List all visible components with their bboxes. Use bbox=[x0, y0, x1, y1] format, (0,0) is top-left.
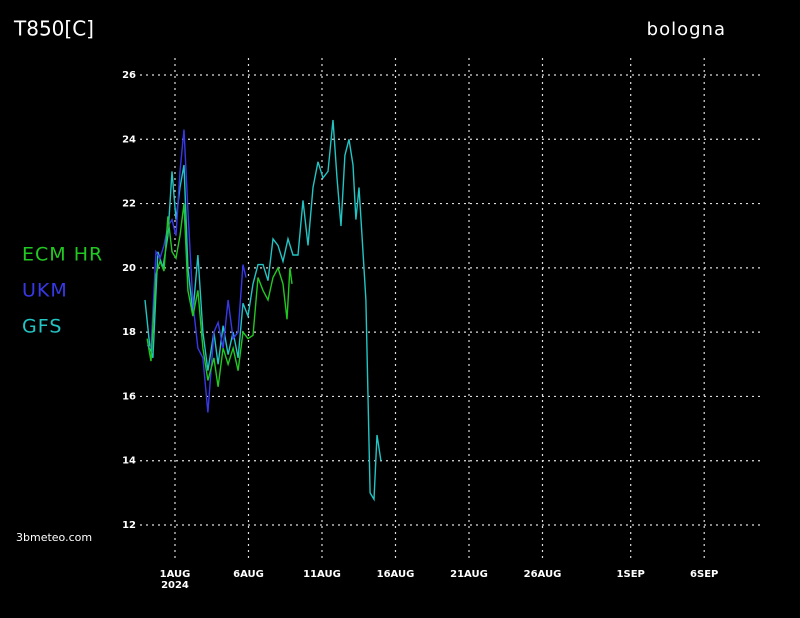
source-label: 3bmeteo.com bbox=[16, 531, 92, 544]
y-tick-label: 16 bbox=[122, 391, 136, 402]
x-tick-label: 16AUG bbox=[377, 569, 415, 580]
x-tick-label: 1AUG bbox=[160, 569, 191, 580]
x-tick-label: 1SEP bbox=[617, 569, 645, 580]
y-tick-label: 24 bbox=[122, 134, 136, 145]
y-tick-label: 22 bbox=[122, 199, 136, 210]
x-tick-label: 26AUG bbox=[524, 569, 562, 580]
line-series bbox=[144, 119, 382, 502]
x-tick-label: 21AUG bbox=[450, 569, 488, 580]
x-tick-label: 11AUG bbox=[303, 569, 341, 580]
year-label: 2024 bbox=[161, 580, 189, 591]
line-series bbox=[146, 129, 247, 413]
y-tick-label: 18 bbox=[122, 327, 136, 338]
y-tick-label: 26 bbox=[122, 70, 136, 81]
chart-title: T850[C] bbox=[13, 17, 94, 41]
chart-subtitle: bologna bbox=[647, 19, 726, 40]
legend-entry: GFS bbox=[22, 316, 62, 338]
y-tick-label: 12 bbox=[122, 520, 136, 531]
legend-entry: ECM HR bbox=[22, 244, 103, 266]
line-series bbox=[146, 203, 293, 387]
y-tick-label: 20 bbox=[122, 263, 136, 274]
x-tick-label: 6SEP bbox=[690, 569, 718, 580]
legend-entry: UKM bbox=[22, 280, 68, 302]
x-tick-label: 6AUG bbox=[233, 569, 264, 580]
y-tick-label: 14 bbox=[122, 456, 136, 467]
